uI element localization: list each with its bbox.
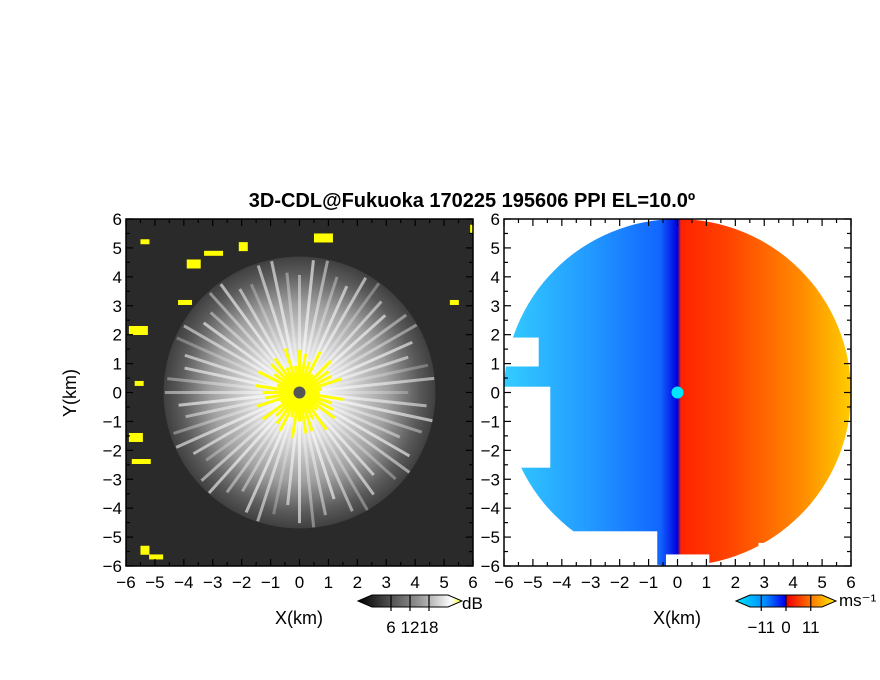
x-tick-label: 2 [353, 573, 362, 592]
y-tick-label: 3 [491, 297, 500, 316]
x-tick-label: 6 [846, 573, 855, 592]
y-tick-label: −5 [481, 528, 500, 547]
y-tick-label: 5 [113, 239, 122, 258]
clutter-spot [149, 554, 164, 560]
x-tick-label: −3 [581, 573, 600, 592]
missing-data-region [504, 337, 539, 367]
x-tick-label: 3 [760, 573, 769, 592]
y-tick-label: −2 [481, 441, 500, 460]
clutter-spot [140, 545, 150, 555]
x-tick-label: 4 [410, 573, 419, 592]
y-tick-label: 4 [113, 268, 122, 287]
velocity-xlabel: X(km) [653, 608, 701, 628]
x-tick-label: −6 [116, 573, 135, 592]
velocity-colorbar: −11 0 11 ms⁻¹ [734, 591, 877, 637]
x-tick-label: 3 [382, 573, 391, 592]
clutter-speckle [128, 224, 473, 560]
colorbar-tick-label: 12 [401, 618, 420, 637]
x-tick-label: −5 [523, 573, 542, 592]
radar-site-marker [293, 386, 306, 399]
x-tick-label: −1 [261, 573, 280, 592]
y-tick-label: −1 [481, 412, 500, 431]
clutter-spot [128, 325, 148, 335]
y-tick-label: 0 [491, 384, 500, 403]
x-tick-label: 5 [817, 573, 826, 592]
y-tick-label: 1 [491, 355, 500, 374]
clutter-spot [313, 233, 333, 243]
clutter-spot [449, 299, 459, 305]
y-tick-label: −1 [103, 412, 122, 431]
missing-data-region [504, 386, 551, 468]
x-tick-label: 0 [673, 573, 682, 592]
clutter-spot [238, 242, 248, 252]
y-tick-label: −4 [103, 499, 122, 518]
missing-data-region [665, 554, 710, 566]
y-tick-label: 6 [113, 210, 122, 229]
y-tick-label: −6 [481, 557, 500, 576]
clutter-spot [131, 459, 151, 465]
colorbar-tick-label: 18 [420, 618, 439, 637]
radar-site-marker-velocity [671, 386, 684, 399]
clutter-spot [134, 380, 144, 386]
x-tick-label: −3 [203, 573, 222, 592]
x-tick-label: −5 [145, 573, 164, 592]
x-tick-label: −2 [232, 573, 251, 592]
x-tick-label: −4 [174, 573, 193, 592]
y-tick-label: −2 [103, 441, 122, 460]
clutter-spot [140, 239, 150, 245]
echo-ray [175, 391, 301, 449]
y-tick-label: 1 [113, 355, 122, 374]
missing-data-region [758, 542, 817, 566]
echo-ray [298, 282, 381, 394]
velocity-colorbar-unit: ms⁻¹ [839, 591, 877, 610]
y-tick-label: 3 [113, 297, 122, 316]
y-tick-label: 2 [491, 326, 500, 345]
y-tick-label: 2 [113, 326, 122, 345]
y-tick-label: −4 [481, 499, 500, 518]
y-tick-label: 6 [491, 210, 500, 229]
x-tick-label: −6 [494, 573, 513, 592]
reflectivity-xlabel: X(km) [275, 608, 323, 628]
missing-data-region [573, 531, 658, 566]
reflectivity-colorbar: 6 12 18 dB [356, 594, 483, 637]
colorbar-tick-label: 6 [386, 618, 395, 637]
clutter-spot [470, 224, 473, 234]
y-tick-label: 4 [491, 268, 500, 287]
velocity-missing-data [504, 219, 840, 566]
x-tick-label: 2 [731, 573, 740, 592]
clutter-spot [186, 259, 201, 269]
x-tick-label: 1 [702, 573, 711, 592]
x-tick-label: 4 [788, 573, 797, 592]
x-tick-label: −2 [610, 573, 629, 592]
reflectivity-ylabel: Y(km) [60, 369, 80, 417]
x-tick-label: −1 [639, 573, 658, 592]
clutter-spot [178, 299, 193, 305]
clutter-spot [204, 250, 224, 256]
y-tick-label: −5 [103, 528, 122, 547]
y-tick-label: −3 [103, 470, 122, 489]
x-tick-label: −4 [552, 573, 571, 592]
clutter-spot [128, 432, 143, 442]
colorbar-tick-label: −11 [747, 618, 775, 637]
y-tick-label: −6 [103, 557, 122, 576]
x-tick-label: 0 [295, 573, 304, 592]
y-tick-label: 0 [113, 384, 122, 403]
chart-title: 3D-CDL@Fukuoka 170225 195606 PPI EL=10.0… [249, 190, 695, 212]
colorbar-tick-label: 0 [781, 618, 790, 637]
reflectivity-colorbar-unit: dB [462, 594, 483, 613]
y-tick-label: −3 [481, 470, 500, 489]
y-tick-label: 5 [491, 239, 500, 258]
missing-data-region [798, 219, 840, 248]
x-tick-label: 6 [468, 573, 477, 592]
x-tick-label: 1 [324, 573, 333, 592]
colorbar-tick-label: 11 [802, 618, 820, 637]
x-tick-label: 5 [439, 573, 448, 592]
